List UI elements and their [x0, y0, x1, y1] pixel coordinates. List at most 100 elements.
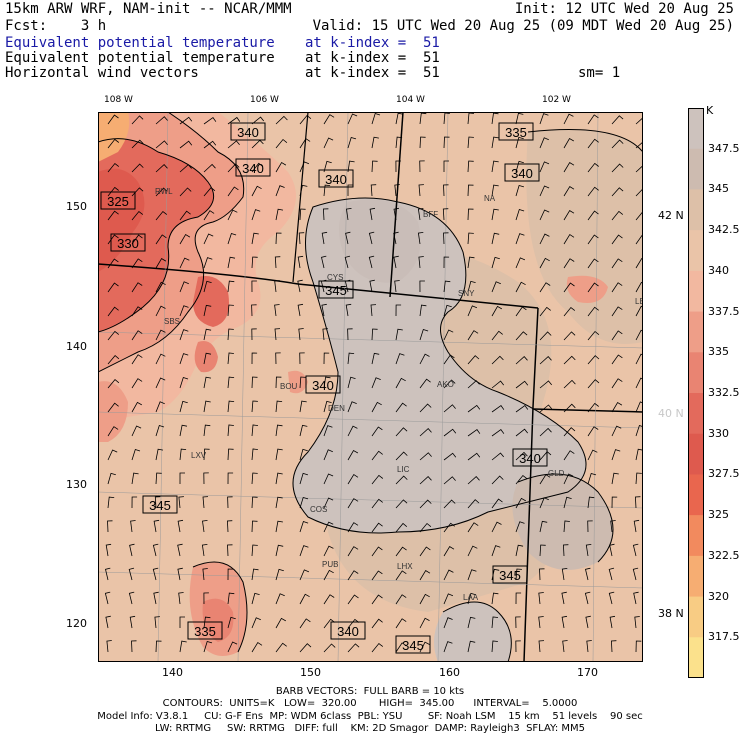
wind-barb: [299, 520, 309, 533]
wind-barb: [417, 232, 424, 245]
wind-barb: [371, 112, 381, 125]
wind-barb: [371, 546, 383, 557]
colorbar-swatch: [688, 311, 704, 353]
wind-barb: [563, 450, 575, 461]
wind-barb: [587, 473, 597, 485]
wind-barb: [587, 449, 598, 461]
wind-barb: [539, 497, 549, 509]
wind-barb: [179, 616, 185, 628]
wind-barb: [227, 472, 234, 485]
wind-barb: [203, 280, 212, 293]
wind-barb: [611, 472, 619, 485]
wind-barb: [587, 330, 600, 341]
wind-barb: [611, 139, 624, 149]
wind-barb: [393, 231, 399, 245]
wind-barb: [128, 591, 135, 605]
wind-barb: [442, 208, 449, 221]
wind-barb: [299, 448, 308, 461]
wind-barb: [155, 258, 167, 269]
wind-barb: [371, 328, 378, 341]
wind-barb: [299, 569, 310, 581]
wind-barb: [323, 569, 334, 581]
init-time: Init: 12 UTC Wed 20 Aug 25: [514, 1, 734, 17]
y-tick-label: 130: [66, 478, 87, 491]
wind-barb: [491, 256, 500, 269]
wind-barb: [251, 116, 265, 125]
wind-barb: [251, 256, 258, 269]
wind-barb: [297, 255, 304, 269]
wind-barb: [539, 474, 551, 485]
wind-barb: [155, 281, 166, 293]
wind-barb: [275, 400, 283, 413]
wind-barb: [227, 592, 235, 605]
wind-barb: [323, 449, 333, 461]
wind-barb: [443, 641, 453, 653]
colorbar-label: 330: [708, 426, 729, 440]
x-tick-label: 140: [162, 666, 183, 679]
wind-barb: [419, 280, 425, 293]
wind-barb: [515, 112, 524, 125]
contour-label: 340: [325, 172, 347, 187]
wind-barb: [515, 331, 528, 341]
wind-barb: [323, 425, 333, 437]
wind-barb: [299, 161, 310, 173]
wind-barb: [634, 616, 640, 629]
wind-barb: [130, 520, 136, 533]
wind-barb: [539, 520, 548, 533]
wind-barb: [491, 498, 503, 509]
wind-barb: [131, 306, 143, 317]
wind-barb: [611, 449, 621, 461]
wind-barb: [251, 424, 259, 437]
wind-barb: [563, 113, 574, 125]
wind-barb: [299, 352, 305, 365]
wind-barb: [321, 303, 327, 317]
wind-barb: [611, 115, 624, 125]
wind-barb: [251, 209, 261, 221]
station-label: LBF: [635, 297, 643, 306]
wind-barb: [395, 328, 403, 341]
wind-barb: [131, 115, 144, 125]
colorbar-swatch: [688, 352, 704, 394]
wind-barb: [467, 330, 479, 341]
station-label: AKO: [437, 380, 454, 389]
wind-barb: [443, 184, 449, 197]
wind-barb: [368, 231, 375, 245]
wind-barb: [418, 256, 424, 269]
contour-label-box: [305, 375, 341, 394]
wind-barb: [443, 379, 456, 389]
wind-barb: [539, 331, 552, 341]
wind-barb: [587, 306, 599, 317]
wind-barb: [467, 280, 476, 293]
wind-barb: [299, 376, 306, 389]
wind-barb: [584, 591, 591, 605]
colorbar-swatch: [688, 596, 704, 638]
wind-barb: [105, 567, 111, 581]
wind-barb: [131, 496, 138, 509]
wind-barb: [107, 234, 119, 245]
colorbar-label: 325: [708, 508, 729, 522]
colorbar-swatch: [688, 108, 704, 150]
wind-barb: [298, 232, 305, 245]
wind-barb: [539, 568, 545, 581]
wind-barb: [635, 640, 642, 653]
wind-barb: [202, 496, 209, 509]
wind-barb: [395, 402, 407, 413]
wind-barb: [635, 401, 643, 413]
wind-barb: [585, 567, 591, 581]
wind-barb: [323, 114, 335, 125]
wind-barb: [419, 136, 426, 149]
wind-barb: [609, 615, 616, 629]
wind-barb: [610, 640, 617, 653]
wind-barb: [251, 642, 263, 653]
wind-barb: [371, 450, 383, 461]
wind-barb: [297, 303, 304, 317]
wind-barb: [515, 281, 526, 293]
wind-barb: [608, 567, 615, 581]
colorbar-label: 322.5: [708, 548, 740, 562]
wind-barb: [131, 258, 143, 269]
map-panel: RWL BFF NA CYS SNY SBS BOU DEN AKO LXV L…: [98, 112, 643, 662]
wind-barb: [179, 305, 189, 317]
colorbar-label: 320: [708, 589, 729, 603]
wind-barb: [539, 306, 551, 317]
wind-barb: [491, 592, 499, 605]
